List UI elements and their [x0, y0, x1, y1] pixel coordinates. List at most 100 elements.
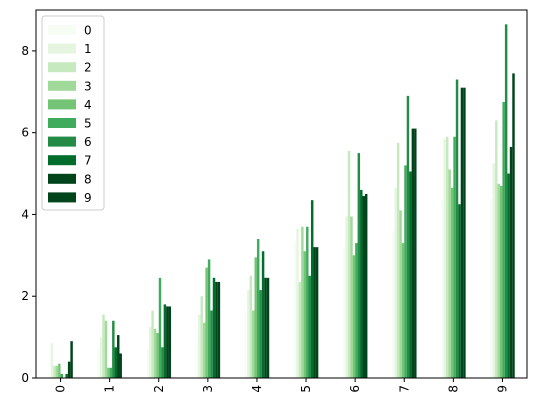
- legend-label-0: 0: [84, 24, 92, 38]
- bar-series-8-cat-0: [67, 361, 71, 378]
- bar-series-7-cat-0: [65, 373, 68, 378]
- bar-series-4-cat-7: [401, 243, 405, 378]
- x-tick-label: 9: [495, 385, 509, 393]
- bar-series-6-cat-8: [455, 79, 459, 378]
- bar-series-3-cat-7: [399, 210, 402, 378]
- bar-series-3-cat-5: [301, 226, 304, 378]
- bar-series-9-cat-9: [512, 73, 515, 378]
- legend-label-5: 5: [84, 117, 92, 131]
- bar-series-2-cat-4: [249, 275, 253, 378]
- legend-swatch-0: [48, 25, 76, 35]
- bar-series-7-cat-9: [507, 173, 510, 378]
- bar-series-3-cat-2: [153, 328, 157, 378]
- bar-series-6-cat-4: [259, 290, 262, 378]
- y-tick-label: 6: [21, 126, 29, 140]
- bar-series-2-cat-7: [396, 142, 400, 378]
- bar-series-9-cat-2: [168, 306, 172, 378]
- bar-series-2-cat-9: [495, 120, 498, 379]
- y-tick-label: 4: [21, 207, 29, 221]
- bar-series-1-cat-5: [296, 228, 299, 378]
- bar-series-2-cat-3: [200, 296, 203, 378]
- legend-label-1: 1: [84, 42, 92, 56]
- bar-series-5-cat-7: [404, 165, 407, 378]
- x-tick-label: 4: [250, 385, 264, 393]
- bar-series-0-cat-7: [391, 230, 395, 378]
- x-tick-label: 7: [397, 385, 411, 393]
- x-axis: 0 1 2 3 4 5 6 7 8 9: [54, 378, 509, 393]
- bar-series-1-cat-4: [247, 290, 250, 378]
- bar-series-2-cat-0: [53, 365, 56, 378]
- legend-swatch-4: [48, 99, 76, 110]
- bar-series-4-cat-0: [58, 363, 61, 378]
- bar-series-0-cat-6: [342, 247, 346, 378]
- bar-series-6-cat-1: [112, 320, 115, 378]
- bar-series-5-cat-5: [306, 226, 309, 378]
- bar-series-0-cat-8: [441, 200, 444, 378]
- bar-series-6-cat-6: [357, 153, 361, 378]
- legend-swatch-7: [48, 155, 76, 166]
- legend-swatch-9: [48, 192, 76, 203]
- bar-series-4-cat-3: [205, 267, 208, 378]
- bar-series-8-cat-5: [313, 247, 316, 378]
- bar-series-4-cat-6: [352, 255, 356, 378]
- bar-series-1-cat-1: [99, 337, 103, 378]
- legend: 0 1 2 3 4 5 6 7 8 9: [41, 15, 105, 211]
- bar-series-6-cat-2: [161, 347, 164, 378]
- bar-series-9-cat-6: [364, 194, 368, 378]
- bar-series-7-cat-5: [310, 200, 314, 378]
- y-axis: 0 2 4 6 8: [21, 44, 36, 385]
- x-tick-label: 5: [299, 385, 313, 393]
- bar-series-7-cat-8: [458, 204, 461, 378]
- bar-series-3-cat-1: [104, 320, 108, 378]
- bar-series-4-cat-9: [500, 185, 503, 378]
- bar-series-3-cat-0: [55, 365, 59, 378]
- bar-series-0-cat-5: [293, 241, 297, 378]
- bar-series-1-cat-8: [443, 138, 446, 378]
- x-tick-label: 6: [348, 385, 362, 393]
- legend-label-7: 7: [84, 154, 92, 168]
- bar-series-1-cat-3: [198, 314, 201, 378]
- bar-series-8-cat-8: [460, 87, 464, 378]
- bar-series-0-cat-0: [48, 373, 51, 378]
- legend-swatch-1: [48, 43, 76, 54]
- x-tick-label: 3: [201, 385, 215, 393]
- bar-series-1-cat-2: [148, 326, 152, 378]
- bar-series-2-cat-1: [102, 314, 105, 378]
- bar-series-2-cat-5: [298, 281, 302, 378]
- legend-swatch-8: [48, 173, 76, 184]
- y-tick-label: 8: [21, 44, 29, 58]
- bar-series-4-cat-4: [254, 257, 257, 378]
- bar-series-5-cat-2: [158, 277, 162, 378]
- bar-series-5-cat-6: [355, 243, 358, 378]
- bar-series-7-cat-1: [114, 347, 118, 378]
- legend-label-4: 4: [84, 98, 92, 112]
- bar-series-5-cat-9: [502, 102, 505, 378]
- y-tick-label: 0: [21, 371, 29, 385]
- bar-series-7-cat-4: [261, 251, 265, 378]
- legend-label-6: 6: [84, 135, 92, 149]
- bar-series-2-cat-8: [445, 136, 449, 378]
- bar-series-2-cat-2: [151, 310, 154, 378]
- bar-series-5-cat-8: [453, 136, 456, 378]
- bar-series-8-cat-2: [166, 306, 169, 378]
- bar-series-3-cat-9: [497, 183, 500, 378]
- bar-series-7-cat-2: [163, 304, 167, 378]
- x-tick-label: 1: [103, 385, 117, 393]
- bar-series-8-cat-1: [117, 335, 120, 378]
- bar-series-3-cat-6: [350, 216, 353, 378]
- bar-series-0-cat-9: [490, 198, 493, 378]
- bar-series-1-cat-7: [394, 187, 397, 378]
- bar-series-4-cat-5: [303, 251, 307, 378]
- bar-series-4-cat-1: [107, 367, 110, 378]
- bar-series-8-cat-6: [362, 196, 365, 378]
- bar-series-1-cat-0: [50, 343, 54, 378]
- bar-series-7-cat-7: [409, 171, 412, 378]
- bar-series-9-cat-8: [463, 87, 466, 378]
- bar-series-0-cat-2: [146, 349, 149, 378]
- x-tick-label: 8: [446, 385, 460, 393]
- x-tick-label: 0: [54, 385, 68, 393]
- bar-series-1-cat-9: [492, 163, 496, 378]
- bar-series-0-cat-3: [195, 343, 199, 378]
- bar-series-5-cat-4: [256, 238, 260, 378]
